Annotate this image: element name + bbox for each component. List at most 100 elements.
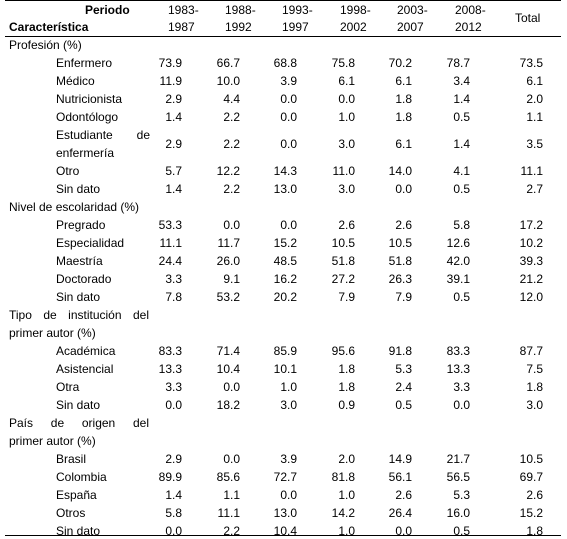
cell-value: 24.4 [158, 254, 182, 268]
cell-value: 1.4 [453, 137, 470, 151]
cell-value: 75.8 [331, 56, 355, 70]
cell-value: 13.0 [273, 182, 297, 196]
cell-value: 13.3 [158, 362, 182, 376]
cell-value: 0.5 [395, 398, 412, 412]
cell-value: 6.1 [338, 74, 355, 88]
row-label: enfermería [56, 146, 115, 160]
cell-value: 89.9 [158, 470, 182, 484]
header-period-end: 2002 [340, 20, 367, 34]
cell-value: 16.0 [446, 506, 470, 520]
cell-value: 48.5 [273, 254, 297, 268]
cell-value: 6.1 [395, 74, 412, 88]
cell-value: 26.0 [216, 254, 240, 268]
row-label: España [56, 488, 97, 502]
header-period-start: 1983- [168, 3, 199, 17]
header-period-start: 1988- [225, 3, 256, 17]
cell-value: 2.4 [395, 380, 412, 394]
cell-value: 26.4 [388, 506, 412, 520]
cell-value: 0.0 [280, 92, 297, 106]
cell-value: 5.8 [453, 218, 470, 232]
cell-value: 11.0 [332, 164, 355, 178]
cell-value: 3.9 [280, 74, 297, 88]
cell-total: 10.2 [519, 236, 543, 250]
cell-value: 1.4 [453, 92, 470, 106]
cell-value: 10.5 [331, 236, 355, 250]
cell-value: 51.8 [388, 254, 412, 268]
cell-value: 1.8 [338, 380, 355, 394]
cell-value: 18.2 [216, 398, 240, 412]
cell-value: 5.7 [165, 164, 182, 178]
cell-value: 20.2 [273, 290, 297, 304]
header-period-end: 1987 [168, 20, 195, 34]
cell-value: 2.6 [395, 218, 412, 232]
cell-value: 2.9 [165, 452, 182, 466]
row-label: Otro [56, 164, 80, 178]
cell-value: 7.8 [165, 290, 182, 304]
cell-value: 2.9 [165, 92, 182, 106]
cell-total: 2.7 [526, 182, 543, 196]
cell-value: 3.9 [280, 452, 297, 466]
cell-value: 51.8 [331, 254, 355, 268]
cell-value: 14.9 [388, 452, 412, 466]
cell-value: 83.3 [446, 344, 470, 358]
cell-total: 1.8 [526, 524, 543, 538]
cell-value: 53.2 [216, 290, 240, 304]
cell-value: 6.1 [395, 137, 412, 151]
cell-value: 3.0 [338, 182, 355, 196]
cell-value: 0.0 [280, 488, 297, 502]
cell-value: 2.0 [338, 452, 355, 466]
header-period-end: 1997 [282, 20, 309, 34]
cell-total: 39.3 [519, 254, 543, 268]
cell-value: 0.0 [280, 110, 297, 124]
cell-value: 2.6 [395, 488, 412, 502]
cell-value: 11.9 [159, 74, 182, 88]
cell-value: 1.1 [223, 488, 240, 502]
header-total: Total [515, 11, 541, 25]
cell-value: 21.7 [446, 452, 470, 466]
row-label: Colombia [56, 470, 107, 484]
cell-value: 0.0 [453, 398, 470, 412]
cell-value: 56.5 [446, 470, 470, 484]
cell-value: 78.7 [446, 56, 470, 70]
cell-value: 1.8 [395, 110, 412, 124]
cell-value: 0.0 [395, 182, 412, 196]
header-period-start: 1993- [282, 3, 313, 17]
cell-value: 0.0 [165, 524, 182, 538]
cell-total: 3.5 [526, 137, 543, 151]
cell-value: 1.0 [338, 488, 355, 502]
cell-total: 87.7 [519, 344, 543, 358]
cell-value: 0.5 [453, 290, 470, 304]
cell-value: 66.7 [216, 56, 240, 70]
cell-value: 81.8 [331, 470, 355, 484]
header-periodo: Periodo [85, 3, 130, 17]
cell-total: 11.1 [520, 164, 543, 178]
cell-value: 26.3 [388, 272, 412, 286]
row-label: Sin dato [56, 398, 101, 412]
cell-value: 1.0 [338, 524, 355, 538]
cell-total: 6.1 [526, 74, 543, 88]
header-period-start: 1998- [340, 3, 371, 17]
cell-value: 56.1 [388, 470, 412, 484]
cell-value: 9.1 [223, 272, 240, 286]
cell-value: 10.5 [388, 236, 412, 250]
row-label: Estudiante de [56, 128, 150, 142]
cell-value: 72.7 [273, 470, 297, 484]
cell-total: 2.6 [526, 488, 543, 502]
table-bottom-rule [5, 535, 561, 536]
cell-value: 27.2 [331, 272, 355, 286]
cell-value: 3.0 [338, 137, 355, 151]
cell-value: 95.6 [331, 344, 355, 358]
header-caracteristica: Característica [9, 20, 89, 34]
cell-value: 0.0 [223, 452, 240, 466]
cell-value: 12.2 [216, 164, 240, 178]
cell-value: 10.0 [216, 74, 240, 88]
cell-value: 0.5 [453, 182, 470, 196]
cell-value: 0.9 [338, 398, 355, 412]
cell-value: 5.3 [453, 488, 470, 502]
cell-value: 0.0 [280, 137, 297, 151]
cell-value: 70.2 [388, 56, 412, 70]
row-label: Enfermero [56, 56, 113, 70]
cell-total: 17.2 [519, 218, 543, 232]
cell-value: 3.3 [165, 380, 182, 394]
cell-value: 0.0 [280, 218, 297, 232]
